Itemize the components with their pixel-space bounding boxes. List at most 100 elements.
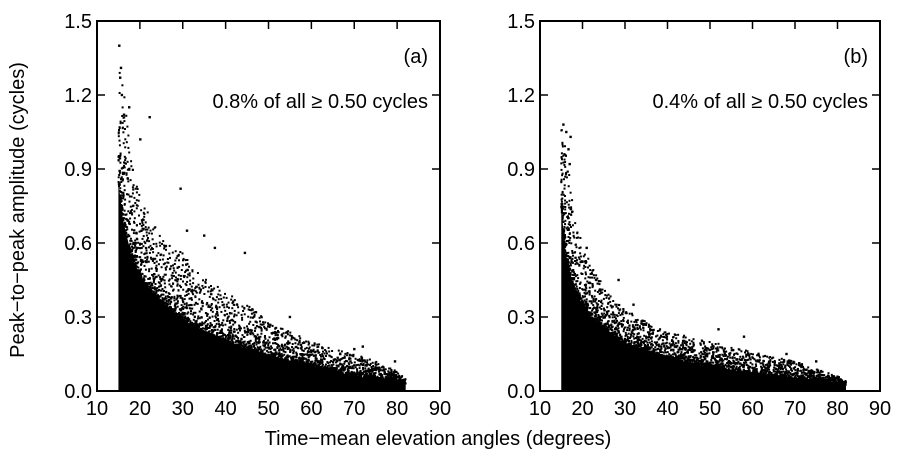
scatter-point bbox=[560, 129, 563, 132]
scatter-point bbox=[615, 317, 617, 320]
scatter-point bbox=[336, 371, 338, 374]
scatter-point bbox=[121, 84, 124, 87]
scatter-point bbox=[228, 337, 231, 340]
scatter-point bbox=[131, 245, 133, 248]
scatter-point bbox=[245, 346, 248, 349]
scatter-point bbox=[682, 344, 685, 347]
scatter-point bbox=[189, 304, 192, 307]
scatter-point bbox=[125, 229, 127, 232]
scatter-point bbox=[173, 263, 176, 265]
scatter-point bbox=[563, 178, 565, 181]
scatter-point bbox=[166, 261, 169, 264]
scatter-point bbox=[252, 311, 255, 314]
scatter-point bbox=[155, 264, 158, 267]
scatter-point bbox=[125, 173, 128, 176]
scatter-point bbox=[220, 329, 223, 332]
scatter-point bbox=[264, 321, 267, 324]
scatter-point bbox=[280, 334, 283, 336]
scatter-point bbox=[567, 265, 570, 268]
scatter-point bbox=[231, 318, 234, 321]
scatter-point bbox=[562, 228, 565, 231]
scatter-point bbox=[702, 364, 705, 367]
scatter-point bbox=[283, 358, 286, 361]
scatter-point bbox=[561, 207, 564, 210]
scatter-point bbox=[256, 346, 259, 349]
scatter-point bbox=[766, 370, 769, 373]
scatter-point bbox=[791, 369, 794, 372]
scatter-point bbox=[330, 368, 333, 371]
scatter-point bbox=[693, 354, 696, 357]
scatter-point bbox=[185, 304, 188, 307]
scatter-point bbox=[588, 307, 591, 310]
scatter-point bbox=[212, 326, 215, 329]
scatter-point bbox=[262, 339, 265, 342]
scatter-point bbox=[704, 364, 707, 367]
scatter-point bbox=[716, 367, 719, 370]
scatter-point bbox=[290, 336, 293, 339]
scatter-point bbox=[222, 332, 224, 335]
scatter-point bbox=[178, 284, 181, 287]
scatter-point bbox=[248, 342, 251, 345]
scatter-point bbox=[167, 298, 170, 301]
scatter-point bbox=[668, 358, 671, 361]
scatter-point bbox=[175, 298, 178, 301]
scatter-point bbox=[180, 309, 183, 312]
scatter-point bbox=[139, 222, 141, 225]
scatter-point bbox=[843, 380, 846, 383]
scatter-point bbox=[573, 236, 576, 239]
scatter-point bbox=[563, 164, 566, 166]
scatter-point bbox=[806, 378, 808, 381]
scatter-point bbox=[351, 366, 354, 369]
scatter-point bbox=[600, 305, 603, 307]
scatter-point bbox=[731, 365, 734, 368]
scatter-point bbox=[703, 348, 706, 351]
scatter-point bbox=[828, 377, 831, 380]
scatter-point bbox=[397, 376, 400, 379]
scatter-point bbox=[186, 320, 188, 323]
scatter-point bbox=[571, 257, 574, 260]
scatter-point bbox=[651, 351, 653, 354]
scatter-point bbox=[146, 239, 148, 242]
scatter-point bbox=[648, 332, 651, 335]
scatter-point bbox=[560, 200, 563, 203]
scatter-point bbox=[164, 295, 167, 298]
scatter-point bbox=[216, 336, 219, 339]
scatter-point bbox=[752, 368, 755, 371]
scatter-point bbox=[583, 303, 586, 306]
scatter-point bbox=[722, 359, 725, 362]
scatter-point bbox=[143, 279, 145, 282]
scatter-point bbox=[679, 353, 682, 356]
scatter-point bbox=[778, 358, 781, 361]
scatter-point bbox=[760, 367, 763, 370]
scatter-point bbox=[618, 309, 621, 312]
scatter-point bbox=[563, 187, 566, 190]
scatter-point bbox=[172, 282, 174, 285]
scatter-point bbox=[745, 364, 748, 367]
scatter-point bbox=[587, 311, 590, 314]
scatter-point bbox=[121, 121, 124, 124]
scatter-point bbox=[830, 378, 833, 381]
scatter-point bbox=[210, 285, 212, 287]
scatter-point bbox=[569, 271, 572, 274]
scatter-point bbox=[805, 372, 808, 375]
scatter-point bbox=[650, 332, 653, 335]
scatter-point bbox=[251, 349, 254, 352]
scatter-point bbox=[582, 303, 585, 306]
scatter-point bbox=[147, 277, 150, 280]
scatter-point bbox=[236, 304, 239, 306]
scatter-point bbox=[645, 337, 648, 340]
scatter-point bbox=[158, 282, 161, 285]
scatter-point bbox=[172, 275, 175, 277]
scatter-point bbox=[692, 363, 695, 366]
scatter-point bbox=[608, 316, 611, 319]
scatter-point bbox=[195, 320, 198, 323]
scatter-point bbox=[250, 344, 253, 347]
scatter-point bbox=[833, 380, 835, 383]
scatter-point bbox=[598, 320, 601, 323]
scatter-point bbox=[207, 330, 210, 333]
scatter-point bbox=[198, 325, 200, 328]
scatter-point bbox=[138, 230, 141, 233]
scatter-point bbox=[617, 312, 620, 315]
scatter-point bbox=[268, 346, 271, 349]
scatter-point bbox=[258, 316, 261, 319]
